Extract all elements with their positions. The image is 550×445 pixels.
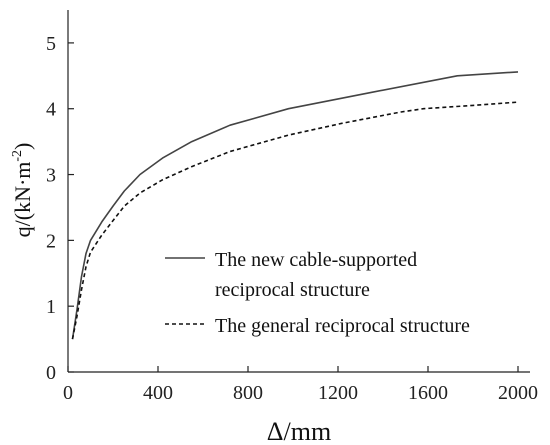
axes — [67, 10, 530, 373]
x-tick-label: 1600 — [408, 382, 448, 404]
y-axis-title: q/(kN·m-2) — [10, 143, 35, 238]
series-line-cable-supported — [71, 71, 519, 340]
x-ticks: 0 400 800 1200 1600 2000 — [63, 366, 538, 404]
x-tick-label: 1200 — [318, 382, 358, 404]
y-tick-label: 5 — [46, 33, 56, 55]
y-axis-title-superscript: -2 — [10, 150, 25, 162]
y-tick-label: 1 — [46, 296, 56, 318]
legend: The new cable-supported reciprocal struc… — [165, 249, 470, 337]
series-line-general — [71, 101, 519, 340]
x-tick-label: 0 — [63, 382, 73, 404]
x-tick-label: 800 — [233, 382, 263, 404]
x-axis-title: Δ/mm — [267, 417, 331, 445]
y-axis-title-main: q/(kN·m — [10, 162, 35, 238]
legend-label-cable-supported-line1: The new cable-supported — [215, 249, 417, 271]
y-tick-label: 4 — [46, 99, 56, 121]
legend-label-general: The general reciprocal structure — [215, 315, 470, 337]
y-axis-title-tail: ) — [10, 143, 35, 150]
series-group — [71, 71, 519, 340]
x-tick-label: 400 — [143, 382, 173, 404]
y-tick-label: 2 — [46, 230, 56, 252]
y-tick-label: 0 — [46, 362, 56, 384]
x-tick-label: 2000 — [498, 382, 538, 404]
legend-label-cable-supported-line2: reciprocal structure — [215, 279, 370, 301]
y-tick-label: 3 — [46, 165, 56, 187]
y-ticks: 0 1 2 3 4 5 — [46, 33, 74, 384]
